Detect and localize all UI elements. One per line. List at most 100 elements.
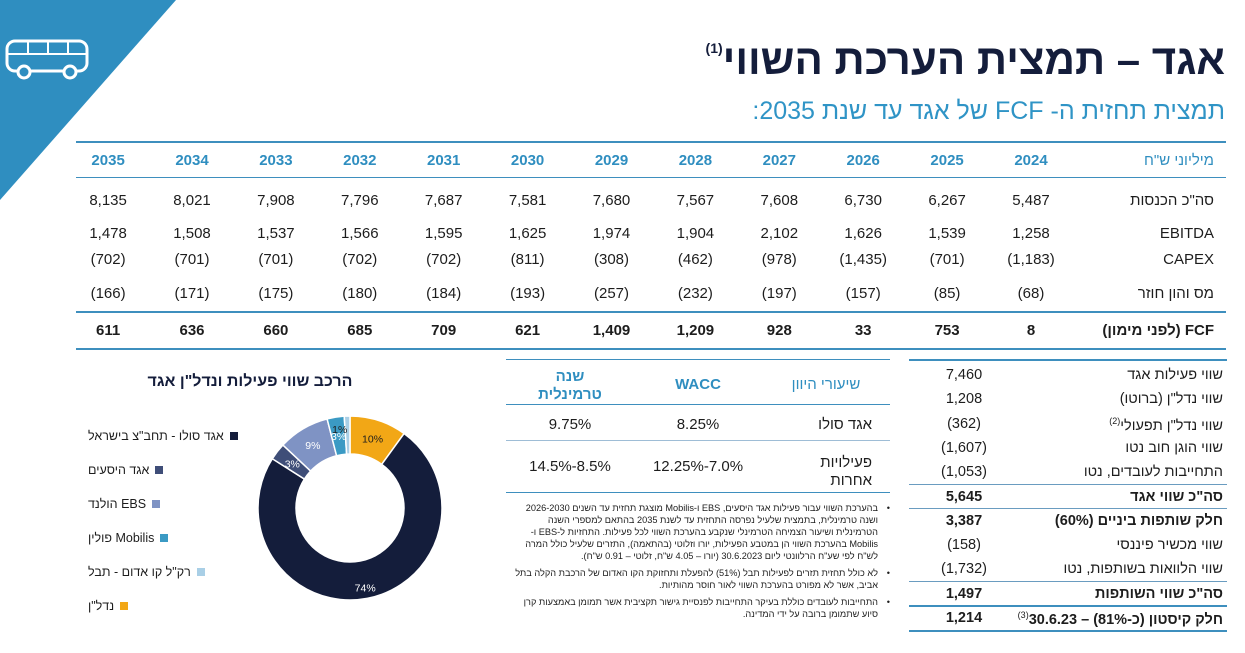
table-cell: (702) (426, 251, 462, 268)
valuation-value: 7,460 (945, 367, 983, 383)
table-header-rule (76, 177, 1226, 178)
legend-swatch (120, 602, 129, 610)
wacc-header-terminal: שנה טרמינלית (538, 368, 602, 403)
wacc-row-rule (506, 440, 890, 441)
table-cell: (257) (593, 285, 630, 302)
valuation-row: שווי מכשיר פיננסי (158) (909, 533, 1227, 557)
valuation-value: (1,053) (941, 464, 987, 481)
table-cell: 1,409 (592, 322, 631, 339)
slice-data-label: 74% (355, 583, 376, 595)
slice-data-label: 3% (285, 458, 300, 470)
year-header-2028: 2028 (678, 152, 713, 169)
table-cell: (811) (510, 251, 545, 268)
year-header-2024: 2024 (1014, 152, 1048, 169)
table-cell: 8,135 (89, 192, 127, 209)
legend-label: EBS הולנד (88, 497, 147, 511)
valuation-bottom-rule (909, 630, 1227, 633)
table-row: מס והון חוזר (68) (85) (157) (197) (232) (257)… (76, 281, 1226, 309)
valuation-footnote: (3) (1017, 610, 1029, 620)
table-cell: 660 (263, 322, 289, 339)
valuation-value: 1,208 (945, 391, 983, 408)
table-cell: (701) (174, 251, 210, 268)
legend-swatch (196, 568, 205, 576)
year-header-2029: 2029 (594, 152, 629, 169)
valuation-rule (909, 580, 1227, 582)
table-cell: 753 (934, 322, 960, 339)
valuation-footnote: (2) (1109, 415, 1121, 426)
table-cell: (175) (258, 285, 294, 302)
row-label: EBITDA (1159, 225, 1214, 242)
valuation-value: 5,645 (945, 488, 983, 505)
table-row: CAPEX (1,183) (701) (1,435) (978) (462) (308) (… (76, 247, 1226, 275)
table-cell: 8 (1026, 322, 1036, 339)
table-cell: (701) (929, 251, 965, 268)
terminal-value: 14.5%-8.5% (529, 458, 611, 475)
legend-swatch (229, 432, 238, 440)
table-header-row: מיליוני ש"ח 2024 2025 2026 2027 2028 2029 2030… (76, 148, 1226, 176)
table-cell: (166) (90, 285, 126, 302)
table-cell: 7,567 (676, 192, 715, 209)
table-cell: 1,537 (257, 225, 295, 242)
table-cell: 621 (515, 322, 541, 339)
valuation-value: (1,607) (941, 439, 987, 456)
table-cell: 33 (854, 322, 872, 339)
table-cell: (193) (510, 285, 546, 302)
valuation-label-text: שווי נדל"ן תפעולי (1120, 417, 1223, 434)
legend-item: רק"ל קו אדום - תבל (88, 563, 205, 581)
table-cell: 1,508 (173, 225, 211, 242)
table-cell: 5,487 (1012, 192, 1050, 209)
slice-data-label: 9% (305, 440, 320, 452)
wacc-top-rule (506, 359, 890, 360)
year-header-2031: 2031 (427, 152, 461, 169)
table-cell: (85) (933, 285, 961, 302)
valuation-row: שווי נדל"ן (ברוטו) 1,208 (909, 387, 1227, 411)
wacc-row-label: אגד סולו (818, 416, 872, 433)
table-cell: (232) (677, 285, 713, 302)
footnote-item: בהערכת השווי עבור פעילות אגד היסעים, EBS… (506, 502, 890, 562)
wacc-header-label: שיעורי היוון (791, 376, 861, 393)
wacc-row-label: פעילויות אחרות (820, 454, 872, 489)
valuation-value: (362) (947, 415, 981, 432)
page-subtitle: תמצית תחזית ה- FCF של אגד עד שנת 2035: (752, 97, 1225, 125)
table-cell: 8,021 (173, 192, 211, 209)
table-cell: (701) (258, 251, 294, 268)
valuation-label-text: שווי הוגן חוב נטו (1125, 439, 1223, 456)
table-cell: 685 (347, 322, 373, 339)
valuation-row: התחייבות לעובדים, נטו (1,053) (909, 460, 1227, 484)
table-row: EBITDA 1,258 1,539 1,626 2,102 1,904 1,974 1,62… (76, 221, 1226, 249)
table-cell: (68) (1017, 285, 1045, 302)
table-cell: (171) (174, 285, 210, 302)
table-cell: 6,267 (928, 192, 966, 209)
table-cell: (308) (593, 251, 630, 268)
row-label: CAPEX (1163, 251, 1214, 268)
slice-data-label: 3% (331, 431, 346, 443)
legend-label: Mobilis פולין (88, 531, 155, 545)
valuation-label: חלק שותפות ביניים (60%) (1055, 513, 1223, 529)
corner-decoration (0, 0, 176, 200)
donut-chart: 10%74%3%9%3%1% (257, 415, 443, 601)
legend-item: אגד היסעים (88, 461, 164, 479)
row-label: מס והון חוזר (1137, 285, 1214, 302)
valuation-label-text: שווי נדל"ן (ברוטו) (1119, 391, 1223, 408)
table-cell: (1,183) (1007, 251, 1055, 268)
table-row: סה"כ הכנסות 5,487 6,267 6,730 7,608 7,567 7,68… (76, 188, 1226, 216)
valuation-label: שווי נדל"ן תפעולי(2) (1109, 416, 1223, 434)
table-cell: (180) (342, 285, 378, 302)
table-cell: 7,908 (257, 192, 295, 209)
valuation-label: סה"כ שווי השותפות (1095, 586, 1223, 602)
valuation-row: שווי הוגן חוב נטו (1,607) (909, 436, 1227, 460)
slice-data-label: 10% (362, 434, 383, 446)
year-header-2025: 2025 (930, 152, 964, 169)
footnotes: בהערכת השווי עבור פעילות אגד היסעים, EBS… (506, 502, 890, 625)
table-cell: 7,687 (424, 192, 463, 209)
valuation-row: חלק קיסטון (כ-81%) – 30.6.23(3) 1,214 (909, 606, 1227, 630)
wacc-header-wacc: WACC (675, 376, 721, 393)
chart-title: הרכב שווי פעילות ונדל"ן אגד (147, 373, 353, 390)
donut-slice (343, 415, 351, 455)
table-bottom-rule (76, 348, 1226, 350)
year-header-2030: 2030 (510, 152, 545, 169)
table-cell: (702) (342, 251, 378, 268)
table-cell: 7,680 (592, 192, 631, 209)
valuation-label-text: שווי פעילות אגד (1127, 367, 1223, 383)
valuation-label: שווי נדל"ן (ברוטו) (1120, 391, 1223, 407)
